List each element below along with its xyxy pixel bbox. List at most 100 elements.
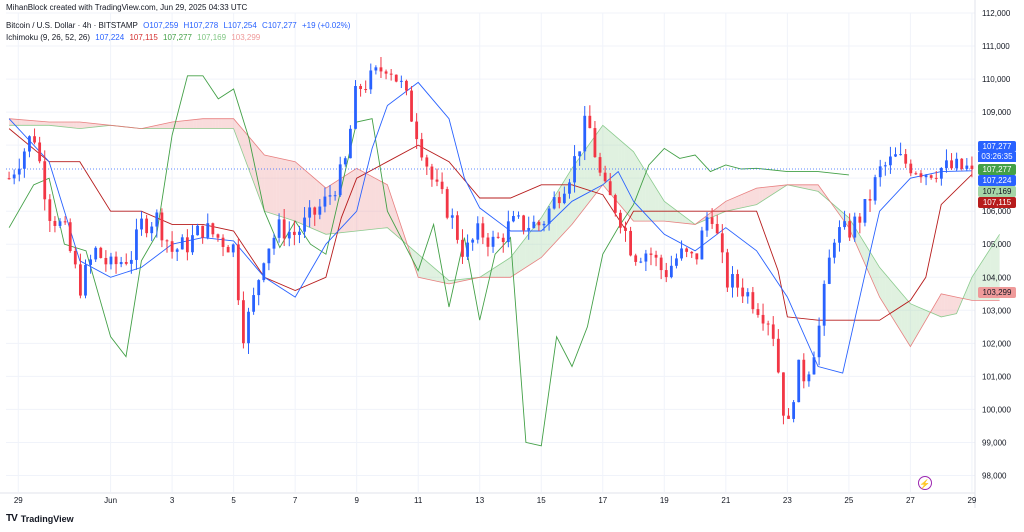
- candle-body: [170, 241, 174, 252]
- cloud-segment: [768, 186, 772, 197]
- cloud-segment: [255, 144, 259, 195]
- ichimoku-cloud: [9, 118, 1000, 347]
- cloud-segment: [384, 183, 388, 229]
- cloud-segment: [267, 155, 271, 214]
- x-tick-label: 21: [721, 496, 730, 505]
- y-tick-label: 112,000: [982, 9, 1011, 18]
- candle-body: [12, 174, 16, 179]
- candle-body: [929, 175, 933, 178]
- time-axis[interactable]: 29 Jun 3 5 7 9 11 13 15 17 19 21 23 25 27 29: [14, 496, 977, 505]
- cloud-segment: [996, 234, 1000, 301]
- cloud-segment: [516, 245, 520, 274]
- candle-body: [899, 154, 903, 156]
- candle-body: [675, 258, 678, 266]
- cloud-segment: [525, 233, 529, 268]
- cloud-segment: [95, 123, 99, 127]
- candle-body: [211, 223, 215, 235]
- cloud-segment: [559, 183, 563, 238]
- cloud-segment: [347, 172, 351, 233]
- cloud-segment: [747, 190, 751, 207]
- candle-body: [573, 156, 576, 183]
- cloud-segment: [18, 119, 22, 126]
- candle-body: [201, 225, 205, 238]
- cloud-segment: [295, 161, 299, 223]
- candle-body: [685, 248, 689, 252]
- cloud-segment: [412, 248, 416, 269]
- price-axis[interactable]: 98,000 99,000 100,000 101,000 102,000 103,000…: [982, 9, 1011, 480]
- cloud-segment: [815, 184, 819, 192]
- candle-body: [425, 157, 429, 167]
- cloud-segment: [722, 201, 726, 213]
- brand-name: TradingView: [20, 513, 74, 524]
- candle-body: [328, 195, 332, 197]
- cloud-segment: [802, 184, 806, 189]
- candle-body: [700, 230, 704, 260]
- candle-body: [751, 292, 755, 310]
- candle-body: [542, 223, 546, 226]
- cloud-segment: [661, 196, 665, 222]
- symbol-legend[interactable]: Bitcoin / U.S. Dollar · 4h · BITSTAMP O1…: [6, 21, 353, 30]
- candle-body: [242, 300, 245, 344]
- cloud-segment: [670, 205, 674, 223]
- x-tick-label: 25: [844, 496, 853, 505]
- candle-body: [934, 177, 938, 179]
- candle-body: [145, 218, 149, 234]
- y-tick-label: 103,000: [982, 306, 1011, 315]
- candle-body: [221, 237, 225, 247]
- candle-body: [720, 233, 724, 253]
- x-tick-label: 3: [170, 496, 175, 505]
- cloud-segment: [504, 259, 508, 278]
- cloud-segment: [731, 197, 736, 210]
- tradingview-brand[interactable]: TV TradingView: [6, 513, 74, 524]
- candle-body: [155, 212, 159, 227]
- candle-body: [445, 189, 449, 218]
- cloud-segment: [159, 123, 163, 129]
- tenkan-price-label: 107,224: [978, 175, 1016, 186]
- cloud-segment: [507, 257, 511, 278]
- cloud-segment: [993, 239, 997, 301]
- cloud-segment: [725, 199, 729, 212]
- cloud-segment: [359, 169, 363, 231]
- cloud-segment: [882, 270, 886, 308]
- ichimoku-legend[interactable]: Ichimoku (9, 26, 52, 26) 107,224 107,115…: [6, 33, 263, 42]
- cloud-segment: [58, 122, 62, 127]
- candle-body: [415, 121, 419, 140]
- candle-body: [776, 338, 780, 373]
- candle-body: [797, 359, 801, 403]
- cloud-segment: [332, 182, 336, 234]
- cloud-segment: [975, 267, 979, 301]
- candle-body: [486, 237, 490, 247]
- span-a-price-label: 107,169: [978, 186, 1016, 197]
- y-tick-label: 104,000: [982, 273, 1011, 282]
- cloud-segment: [415, 251, 419, 278]
- x-tick-label: 17: [598, 496, 607, 505]
- cloud-segment: [64, 122, 68, 128]
- cloud-segment: [82, 122, 86, 129]
- candle-body: [94, 247, 98, 260]
- cloud-segment: [375, 178, 379, 230]
- candle-body: [318, 206, 322, 215]
- high-value: H107,278: [183, 21, 219, 30]
- candle-body: [843, 221, 846, 228]
- cloud-segment: [76, 122, 80, 129]
- candle-body: [180, 237, 184, 250]
- candle-body: [43, 161, 47, 200]
- x-tick-label: 29: [967, 496, 976, 505]
- candle-body: [394, 74, 398, 82]
- lightning-icon[interactable]: ⚡: [918, 476, 932, 490]
- candle-body: [649, 253, 653, 255]
- candle-body: [282, 219, 286, 239]
- cloud-segment: [627, 146, 631, 218]
- cloud-segment: [938, 293, 942, 317]
- candle-body: [919, 173, 923, 178]
- cloud-segment: [913, 305, 917, 342]
- cloud-segment: [233, 118, 237, 137]
- tenkan-sen-line: [8, 81, 972, 374]
- candle-body: [313, 207, 317, 215]
- cloud-segment: [24, 119, 28, 126]
- candle-body: [476, 223, 480, 240]
- candle-body: [557, 197, 561, 204]
- y-tick-label: 99,000: [982, 438, 1007, 447]
- candle-body: [379, 67, 383, 72]
